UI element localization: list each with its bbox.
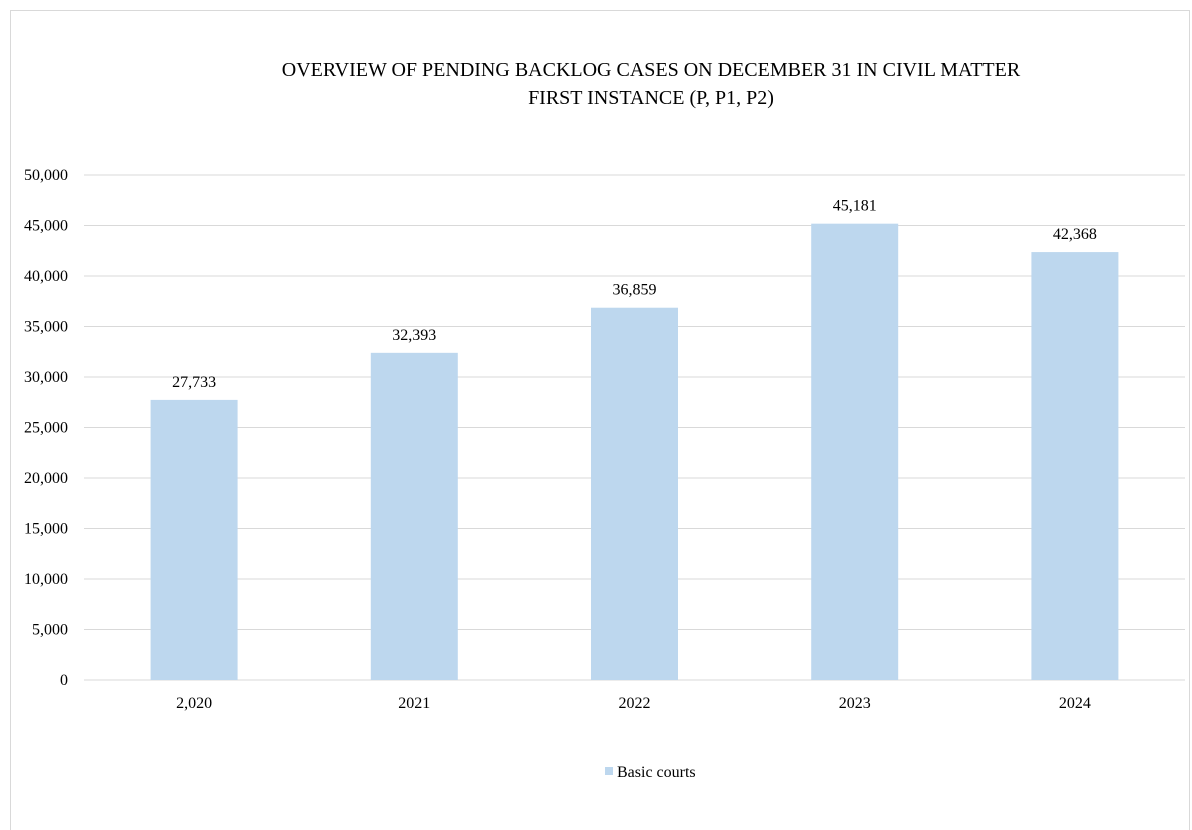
- y-tick-label: 50,000: [24, 167, 68, 184]
- x-tick-label: 2024: [1059, 695, 1091, 712]
- legend: Basic courts: [605, 764, 696, 781]
- legend-swatch-basic-courts: [605, 767, 613, 775]
- bar: [1031, 252, 1119, 681]
- bar: [150, 399, 238, 680]
- y-tick-label: 10,000: [24, 571, 68, 588]
- bar: [370, 352, 458, 680]
- chart-frame: [10, 10, 1190, 830]
- legend-label-basic-courts: Basic courts: [617, 764, 696, 781]
- chart-title: OVERVIEW OF PENDING BACKLOG CASES ON DEC…: [282, 59, 1021, 81]
- data-labels: 27,733 32,393 36,859 45,181 42,368: [172, 198, 1097, 391]
- data-label: 36,859: [613, 282, 657, 299]
- y-tick-label: 35,000: [24, 319, 68, 336]
- y-tick-label: 40,000: [24, 268, 68, 285]
- x-tick-label: 2022: [619, 695, 651, 712]
- bar: [811, 223, 899, 680]
- y-axis: 0 5,000 10,000 15,000 20,000 25,000 30,000 35,0…: [24, 167, 68, 689]
- x-axis: 2,020 2021 2022 2023 2024: [176, 695, 1091, 712]
- x-tick-label: 2,020: [176, 695, 212, 712]
- chart-subtitle: FIRST INSTANCE (P, P1, P2): [528, 87, 774, 109]
- x-tick-label: 2021: [398, 695, 430, 712]
- data-label: 45,181: [833, 198, 877, 215]
- bar: [591, 307, 678, 680]
- data-label: 27,733: [172, 374, 216, 391]
- y-tick-label: 30,000: [24, 369, 68, 386]
- y-tick-label: 15,000: [24, 521, 68, 538]
- y-tick-label: 20,000: [24, 470, 68, 487]
- y-tick-label: 45,000: [24, 218, 68, 235]
- bars: [150, 223, 1119, 681]
- x-tick-label: 2023: [839, 695, 871, 712]
- y-tick-label: 5,000: [32, 622, 68, 639]
- y-tick-label: 25,000: [24, 420, 68, 437]
- data-label: 42,368: [1053, 226, 1097, 243]
- data-label: 32,393: [392, 327, 436, 344]
- y-tick-label: 0: [60, 672, 68, 689]
